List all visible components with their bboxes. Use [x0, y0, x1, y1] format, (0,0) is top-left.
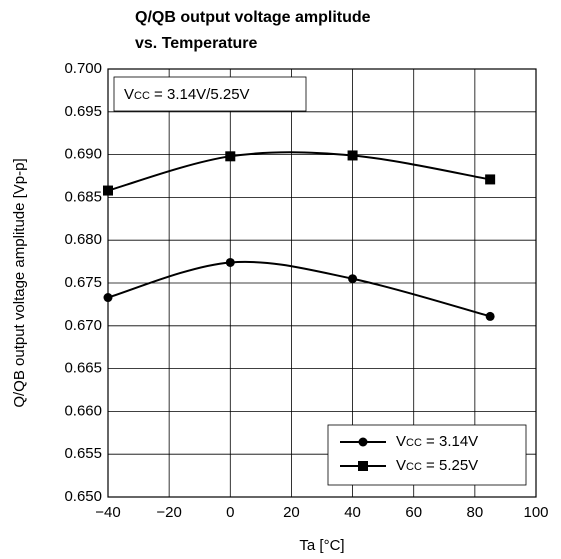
legend-marker — [358, 461, 368, 471]
series-line — [107, 151, 491, 192]
annotation-box — [113, 76, 307, 112]
marker — [225, 257, 235, 267]
y-tick-label: 0.685 — [64, 188, 102, 205]
y-tick-label: 0.675 — [64, 274, 102, 291]
marker — [485, 174, 496, 185]
y-tick-label: 0.655 — [64, 445, 102, 462]
x-tick-label: 40 — [344, 504, 361, 521]
y-tick-label: 0.690 — [64, 146, 102, 163]
y-tick-label: 0.695 — [64, 103, 102, 120]
marker — [103, 185, 113, 196]
x-tick-label: −40 — [95, 504, 120, 521]
marker — [347, 150, 358, 161]
y-tick-label: 0.660 — [64, 402, 102, 419]
y-tick-label: 0.680 — [64, 231, 102, 248]
x-tick-label: −20 — [156, 504, 181, 521]
y-axis-label: Q/QB output voltage amplitude [Vp-p] — [11, 158, 28, 407]
x-tick-label: 100 — [523, 504, 548, 521]
x-tick-label: 60 — [405, 504, 422, 521]
y-tick-label: 0.670 — [64, 317, 102, 334]
y-tick-label: 0.650 — [64, 488, 102, 505]
marker — [348, 274, 358, 284]
x-tick-label: 0 — [226, 504, 234, 521]
x-tick-label: 80 — [467, 504, 484, 521]
legend-box — [327, 424, 527, 486]
x-tick-label: 20 — [283, 504, 300, 521]
legend-label: Vcc = 3.14V — [396, 433, 478, 450]
y-tick-label: 0.700 — [64, 60, 102, 77]
plot-frame — [107, 68, 537, 498]
x-axis-label: Ta [°C] — [299, 537, 344, 554]
series-line — [107, 260, 491, 318]
annotation: Vcc = 3.14V/5.25V — [124, 86, 250, 103]
marker — [225, 151, 236, 162]
marker — [485, 311, 495, 321]
marker — [103, 293, 113, 303]
legend-marker — [358, 437, 368, 447]
chart-title: Q/QB output voltage amplitude — [135, 9, 371, 26]
legend-label: Vcc = 5.25V — [396, 457, 478, 474]
chart-title: vs. Temperature — [135, 35, 258, 52]
y-tick-label: 0.665 — [64, 360, 102, 377]
